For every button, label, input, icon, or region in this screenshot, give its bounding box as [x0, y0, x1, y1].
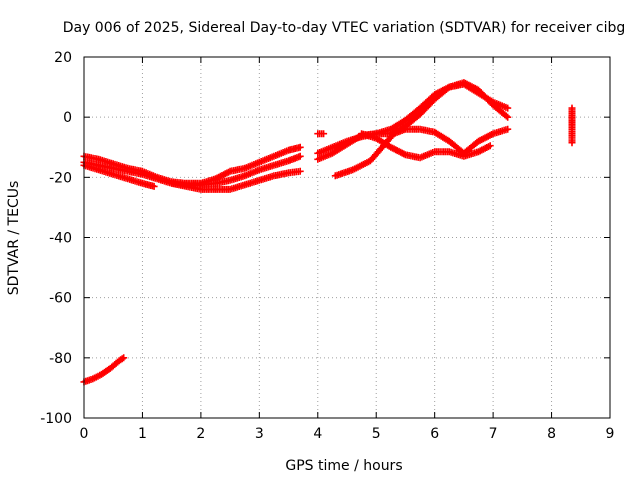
- data-point: [486, 142, 494, 150]
- x-tick-label: 0: [80, 426, 89, 442]
- y-axis-label: SDTVAR / TECUs: [6, 181, 22, 296]
- data-point: [120, 354, 128, 362]
- plot-frame: [83, 56, 611, 419]
- x-tick-label: 4: [313, 426, 322, 442]
- chart-title: Day 006 of 2025, Sidereal Day-to-day VTE…: [63, 20, 626, 36]
- y-tick-label: -60: [49, 291, 72, 307]
- data-point: [296, 152, 304, 160]
- x-tick-label: 2: [196, 426, 205, 442]
- grid: [84, 57, 610, 418]
- data-point: [118, 355, 126, 363]
- y-tick-label: -20: [49, 170, 72, 186]
- data-point: [150, 182, 158, 190]
- data-point: [296, 143, 304, 151]
- data-point: [502, 112, 510, 120]
- data-point: [320, 130, 328, 138]
- x-axis-label: GPS time / hours: [285, 458, 402, 474]
- x-tick-label: 3: [255, 426, 264, 442]
- y-tick-label: -100: [40, 411, 72, 427]
- x-tick-label: 1: [138, 426, 147, 442]
- axis-ticks: 0 1 2 3 4 5 6 7 8 9 20 0 -20 -40 -60 -80 -100: [40, 50, 614, 442]
- data-point: [568, 139, 576, 147]
- y-tick-label: -40: [49, 231, 72, 247]
- data-point: [504, 104, 512, 112]
- data-point: [504, 125, 512, 133]
- y-tick-label: 20: [54, 50, 72, 66]
- y-tick-label: 0: [63, 110, 72, 126]
- y-tick-label: -80: [49, 351, 72, 367]
- data-point: [296, 167, 304, 175]
- data-points: [80, 79, 576, 386]
- x-tick-label: 6: [430, 426, 439, 442]
- x-tick-label: 8: [547, 426, 556, 442]
- x-tick-label: 5: [372, 426, 381, 442]
- x-tick-label: 7: [489, 426, 498, 442]
- data-point: [504, 113, 512, 121]
- x-tick-label: 9: [606, 426, 615, 442]
